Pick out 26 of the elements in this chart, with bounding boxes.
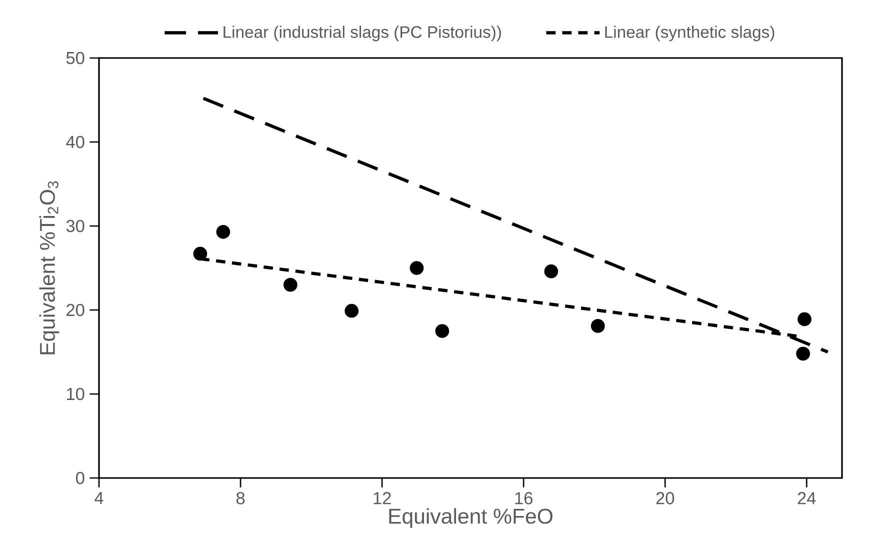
y-tick-label: 30 <box>66 220 84 232</box>
point <box>590 319 605 333</box>
point <box>216 224 230 239</box>
x-axis-title: Equivalent %FeO <box>389 508 552 528</box>
y-tick-label: 10 <box>66 388 84 400</box>
point <box>796 346 810 361</box>
x-tick-label: 12 <box>374 492 391 504</box>
y-tick-label: 20 <box>66 304 84 316</box>
point <box>193 246 208 261</box>
x-tick-label: 4 <box>94 492 104 504</box>
point <box>283 278 298 292</box>
x-tick-label: 8 <box>236 492 245 504</box>
y-tick-label: 40 <box>66 136 84 148</box>
x-tick-label: 20 <box>656 492 674 504</box>
point <box>435 324 450 338</box>
y-tick-label: 0 <box>76 472 84 484</box>
x-tick-label: 24 <box>798 492 816 504</box>
point <box>410 261 424 275</box>
legend-label: Linear (synthetic slags) <box>605 26 774 42</box>
point <box>544 264 558 278</box>
point <box>344 304 359 318</box>
y-axis-title: Equivalent %Ti$_{2}$O$_{3}$ <box>39 181 60 354</box>
y-tick-label: 50 <box>66 52 84 64</box>
legend-label: Linear (industrial slags (PC Pistorius)) <box>224 26 501 42</box>
point <box>798 312 812 326</box>
x-tick-label: 16 <box>515 492 532 504</box>
